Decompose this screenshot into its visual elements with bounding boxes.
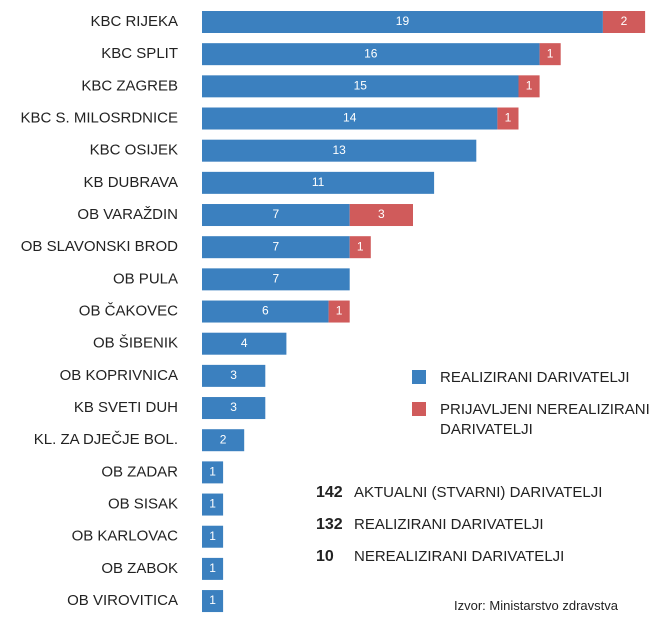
legend-swatch [412, 402, 426, 416]
value-label: 3 [378, 207, 385, 221]
value-label: 1 [526, 79, 533, 93]
value-label: 7 [273, 207, 280, 221]
value-label: 2 [621, 14, 628, 28]
value-label: 11 [312, 175, 325, 189]
bar-segment [202, 204, 350, 227]
value-label: 7 [273, 272, 280, 286]
value-label: 19 [396, 14, 410, 28]
bar-segment [202, 75, 519, 98]
value-label: 6 [262, 304, 269, 318]
bar-segment [202, 11, 603, 33]
bar-segment [202, 590, 224, 613]
bar-segment [497, 107, 519, 130]
value-label: 2 [220, 432, 227, 446]
category-label: KB SVETI DUH [74, 399, 178, 416]
legend-item: REALIZIRANI DARIVATELJI [412, 368, 655, 388]
value-label: 15 [354, 79, 368, 93]
bar-segment [202, 461, 224, 484]
category-label: OB SISAK [108, 496, 178, 513]
stat-label: AKTUALNI (STVARNI) DARIVATELJI [354, 484, 603, 501]
category-label: OB PULA [113, 270, 178, 287]
bar-segment [349, 236, 371, 259]
bar-segment [202, 493, 224, 516]
value-label: 13 [332, 143, 346, 157]
category-label: KBC SPLIT [101, 45, 178, 62]
value-label: 1 [505, 111, 512, 125]
value-label: 1 [209, 529, 216, 543]
value-label: 3 [230, 400, 237, 414]
bar-segment [349, 204, 413, 227]
stat: 142 AKTUALNI (STVARNI) DARIVATELJI [316, 484, 602, 502]
category-label: KBC RIJEKA [90, 13, 178, 30]
stat: 132 REALIZIRANI DARIVATELJI [316, 516, 544, 534]
value-label: 1 [336, 304, 343, 318]
source: Izvor: Ministarstvo zdravstva [454, 598, 618, 613]
bar-segment [518, 75, 540, 98]
value-label: 1 [209, 497, 216, 511]
category-label: OB VARAŽDIN [77, 206, 178, 223]
stat-value: 10 [316, 548, 334, 565]
stat-label: NEREALIZIRANI DARIVATELJI [354, 548, 565, 565]
bar-segment [602, 11, 646, 33]
stat-value: 132 [316, 516, 343, 533]
category-label: OB ZADAR [101, 463, 178, 480]
bar-segment [202, 332, 287, 355]
category-label: KBC OSIJEK [90, 142, 178, 159]
bar-segment [539, 43, 561, 66]
stat: 10 NEREALIZIRANI DARIVATELJI [316, 548, 564, 566]
bar-segment [202, 300, 329, 323]
bar-segment [202, 236, 350, 259]
legend-swatch [412, 370, 426, 384]
category-label: KL. ZA DJEČJE BOL. [34, 431, 178, 448]
value-label: 1 [209, 465, 216, 479]
stat-label: REALIZIRANI DARIVATELJI [354, 516, 544, 533]
bar-segment [202, 268, 350, 291]
bar-segment [202, 429, 245, 452]
bar-segment [202, 107, 498, 130]
legend-item: PRIJAVLJENI NEREALIZIRANI DARIVATELJI [412, 400, 655, 440]
value-label: 1 [209, 593, 216, 607]
value-label: 1 [357, 239, 364, 253]
value-label: 3 [230, 368, 237, 382]
value-label: 4 [241, 336, 248, 350]
legend-label: PRIJAVLJENI NEREALIZIRANI DARIVATELJI [440, 401, 650, 438]
bar-segment [328, 300, 350, 323]
legend-label: REALIZIRANI DARIVATELJI [440, 369, 630, 386]
category-label: OB ŠIBENIK [93, 335, 178, 352]
value-label: 14 [343, 111, 357, 125]
value-label: 16 [364, 46, 378, 60]
bar-segment [202, 43, 540, 66]
category-label: OB SLAVONSKI BROD [21, 238, 178, 255]
value-label: 1 [547, 46, 554, 60]
stat-value: 142 [316, 484, 343, 501]
bar-segment [202, 557, 224, 580]
category-label: OB ZABOK [101, 560, 178, 577]
category-label: OB VIROVITICA [67, 592, 178, 609]
value-label: 7 [273, 239, 280, 253]
category-label: OB ČAKOVEC [79, 302, 178, 319]
bar-segment [202, 364, 266, 387]
category-label: KB DUBRAVA [84, 174, 178, 191]
value-label: 1 [209, 561, 216, 575]
category-label: OB KARLOVAC [72, 528, 179, 545]
bar-segment [202, 139, 477, 162]
category-label: KBC ZAGREB [81, 77, 178, 94]
bar-segment [202, 171, 435, 194]
bar-segment [202, 397, 266, 420]
category-label: KBC S. MILOSRDNICE [20, 109, 178, 126]
bar-segment [202, 525, 224, 548]
category-label: OB KOPRIVNICA [60, 367, 178, 384]
